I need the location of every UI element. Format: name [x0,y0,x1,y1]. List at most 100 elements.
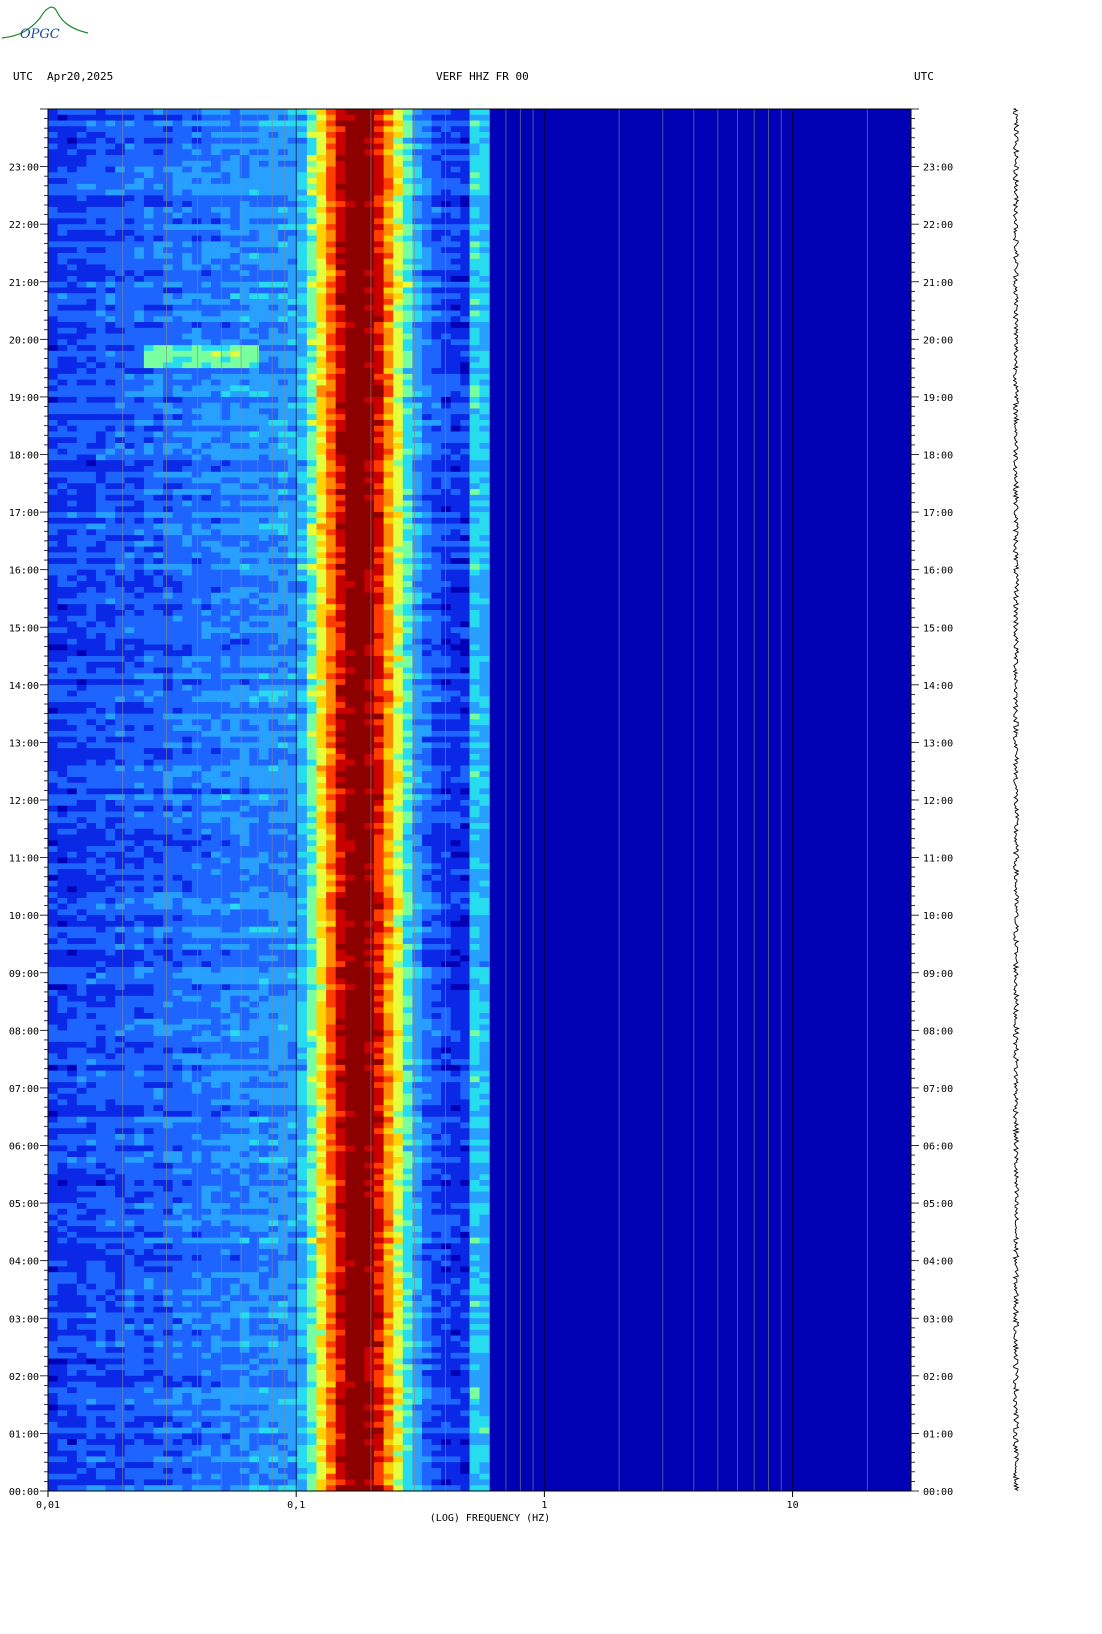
heatmap-cell [86,339,97,346]
heatmap-cell [335,483,346,490]
heatmap-cell [153,650,164,657]
heatmap-cell [383,552,394,559]
heatmap-cell [201,270,212,277]
heatmap-cell [364,206,375,214]
heatmap-cell [124,270,135,277]
heatmap-cell [393,713,404,720]
heatmap-cell [249,494,260,501]
heatmap-cell [249,206,260,214]
heatmap-cell [239,552,250,559]
heatmap-cell [374,419,385,427]
heatmap-cell [172,247,183,254]
heatmap-cell [258,224,270,231]
heatmap-cell [383,604,394,611]
heatmap-cell [326,189,337,196]
heatmap-cell [172,212,183,219]
heatmap-cell [460,241,471,248]
heatmap-cell [95,224,107,231]
heatmap-cell [354,120,366,127]
heatmap-cell [316,109,327,116]
heatmap-cell [306,183,318,191]
heatmap-cell [201,137,212,144]
heatmap-cell [374,448,385,455]
heatmap-cell [143,442,155,450]
heatmap-cell [306,316,318,323]
heatmap-cell [306,356,318,363]
heatmap-cell [76,690,87,697]
heatmap-cell [297,172,308,179]
heatmap-cell [48,638,59,645]
heatmap-cell [383,183,394,191]
heatmap-cell [211,396,222,404]
heatmap-cell [268,137,279,144]
heatmap-cell [287,379,298,386]
heatmap-cell [239,713,250,720]
heatmap-cell [297,609,308,617]
heatmap-cell [393,304,404,311]
heatmap-cell [364,385,375,392]
heatmap-cell [134,448,145,455]
heatmap-cell [297,696,308,703]
heatmap-cell [450,247,461,254]
heatmap-cell [316,281,327,288]
heatmap-cell [412,535,423,542]
heatmap-cell [143,546,155,553]
heatmap-cell [115,316,126,323]
heatmap-cell [115,350,126,358]
heatmap-cell [230,172,241,179]
heatmap-cell [86,621,97,628]
heatmap-cell [402,667,413,674]
heatmap-cell [460,581,471,588]
heatmap-cell [469,563,481,571]
heatmap-cell [163,627,174,634]
heatmap-cell [105,609,116,617]
heatmap-cell [479,275,490,283]
heatmap-cell [316,702,327,709]
heatmap-cell [134,644,145,651]
heatmap-cell [239,696,250,703]
heatmap-cell [316,310,327,317]
heatmap-cell [172,638,183,645]
heatmap-cell [326,673,337,680]
heatmap-cell [182,212,193,219]
heatmap-cell [383,679,394,686]
heatmap-cell [153,690,164,697]
heatmap-cell [249,638,260,645]
heatmap-cell [249,661,260,668]
heatmap-cell [393,287,404,294]
heatmap-cell [335,431,346,438]
heatmap-cell [191,391,203,398]
heatmap-cell [48,500,59,507]
heatmap-cell [95,460,107,467]
heatmap-cell [326,627,337,634]
heatmap-cell [220,586,231,594]
heatmap-cell [374,143,385,150]
heatmap-cell [48,431,59,438]
heatmap-cell [239,206,250,214]
heatmap-cell [211,109,222,116]
heatmap-cell [115,224,126,231]
heatmap-cell [306,143,318,150]
heatmap-cell [431,425,442,432]
heatmap-cell [374,373,385,381]
heatmap-cell [76,270,87,277]
heatmap-cell [57,512,68,519]
heatmap-cell [431,137,442,144]
heatmap-cell [278,241,289,248]
heatmap-cell [469,235,481,242]
heatmap-cell [374,477,385,484]
heatmap-cell [441,368,452,375]
heatmap-cell [76,224,87,231]
heatmap-cell [393,592,404,599]
heatmap-cell [86,690,97,697]
heatmap-cell [134,581,145,588]
heatmap-cell [249,667,260,674]
heatmap-cell [258,391,270,398]
heatmap-cell [211,656,222,663]
heatmap-cell [383,656,394,663]
heatmap-cell [354,287,366,294]
heatmap-cell [258,661,270,668]
heatmap-cell [105,345,116,352]
heatmap-cell [172,293,183,300]
heatmap-cell [134,356,145,363]
